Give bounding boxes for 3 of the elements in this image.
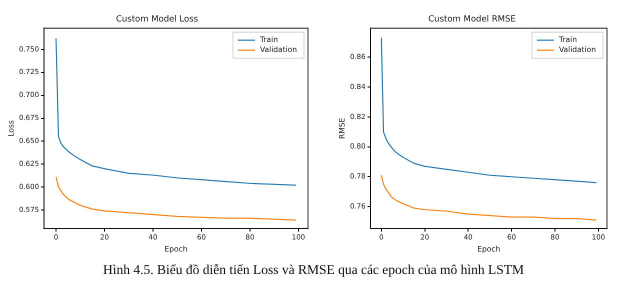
chart-title: Custom Model RMSE	[428, 14, 516, 24]
text: Hình 4.5. Biểu đồ diễn tiến Loss và RMSE qua các epoch của mô hình LSTM	[102, 262, 526, 278]
chart-title: Custom Model Loss	[116, 14, 199, 24]
